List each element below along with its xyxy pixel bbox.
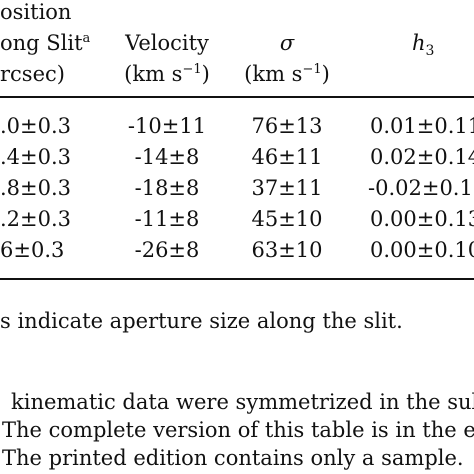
header-velocity-unit: (km s−1): [124, 62, 210, 86]
row3-h3: -0.02±0.11: [368, 176, 474, 200]
header-position-line2: ong Slita: [0, 31, 91, 55]
row1-position: .0±0.3: [0, 114, 72, 138]
row5-sigma: 63±10: [251, 238, 323, 262]
row4-velocity: -11±8: [134, 207, 200, 231]
bottom-rule: [0, 278, 474, 280]
row5-velocity: -26±8: [134, 238, 200, 262]
row2-h3: 0.02±0.14: [370, 145, 474, 169]
row1-sigma: 76±13: [251, 114, 323, 138]
row4-h3: 0.00±0.13: [370, 207, 474, 231]
header-position-line3: rcsec): [0, 62, 65, 86]
header-velocity: Velocity: [125, 31, 209, 55]
row3-position: .8±0.3: [0, 176, 72, 200]
header-sigma-unit: (km s−1): [244, 62, 330, 86]
row2-velocity: -14±8: [134, 145, 200, 169]
header-sigma: σ: [279, 31, 295, 55]
row4-position: .2±0.3: [0, 207, 72, 231]
row5-position: 6±0.3: [0, 238, 65, 262]
row1-h3: 0.01±0.11: [370, 114, 474, 138]
header-rule: [0, 96, 474, 98]
note-aperture: s indicate aperture size along the slit.: [0, 309, 403, 333]
note-complete-version: The complete version of this table is in…: [2, 418, 474, 442]
note-symmetrized: kinematic data were symmetrized in the s…: [11, 390, 474, 414]
header-position-line1: osition: [0, 0, 72, 24]
row2-position: .4±0.3: [0, 145, 72, 169]
row2-sigma: 46±11: [251, 145, 323, 169]
note-printed-edition: The printed edition contains only a samp…: [2, 446, 464, 470]
row1-velocity: -10±11: [127, 114, 207, 138]
header-h3: h3: [412, 31, 435, 60]
row4-sigma: 45±10: [251, 207, 323, 231]
row3-velocity: -18±8: [134, 176, 200, 200]
row5-h3: 0.00±0.10: [370, 238, 474, 262]
row3-sigma: 37±11: [251, 176, 323, 200]
